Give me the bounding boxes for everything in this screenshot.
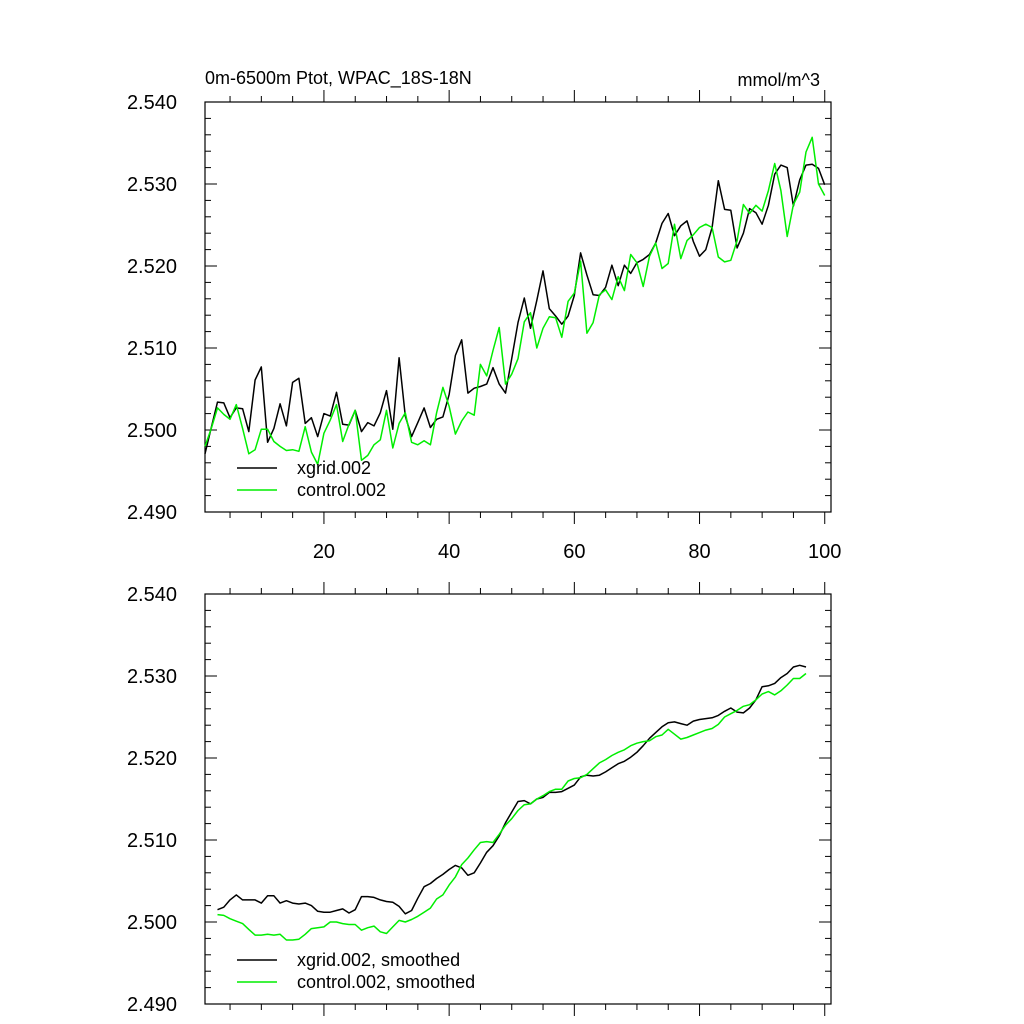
- legend-label: control.002: [297, 480, 386, 500]
- y-tick-label: 2.490: [127, 994, 177, 1016]
- axis-ticks: [205, 582, 831, 1016]
- y-tick-label: 2.530: [127, 174, 177, 196]
- y-tick-label: 2.540: [127, 584, 177, 606]
- x-tick-label: 40: [438, 541, 460, 563]
- x-tick-label: 60: [563, 541, 585, 563]
- series-lines: [217, 664, 807, 941]
- chart-title: 0m-6500m Ptot, WPAC_18S-18N: [205, 68, 472, 89]
- y-tick-label: 2.530: [127, 666, 177, 688]
- y-tick-label: 2.490: [127, 502, 177, 524]
- legend-label: control.002, smoothed: [297, 972, 475, 992]
- series-line-control: [217, 672, 807, 941]
- y-tick-label: 2.540: [127, 92, 177, 114]
- y-tick-label: 2.500: [127, 420, 177, 442]
- y-tick-label: 2.510: [127, 338, 177, 360]
- series-line-xgrid: [204, 163, 826, 454]
- y-tick-label: 2.520: [127, 748, 177, 770]
- series-line-control: [204, 136, 826, 466]
- legend-label: xgrid.002, smoothed: [297, 950, 460, 970]
- series-lines: [204, 136, 826, 466]
- y-tick-label: 2.520: [127, 256, 177, 278]
- top-panel: 2.490 2.500 2.510 2.520 2.530 2.540 20 40 60 80 1…: [127, 68, 841, 563]
- x-tick-label: 80: [688, 541, 710, 563]
- plot-frame: [204, 101, 832, 513]
- x-tick-label: 20: [313, 541, 335, 563]
- y-tick-labels: 2.490 2.500 2.510 2.520 2.530 2.540: [127, 584, 177, 1016]
- units-label: mmol/m^3: [738, 70, 820, 90]
- x-tick-labels: 20 40 60 80 100: [313, 541, 842, 563]
- legend-label: xgrid.002: [297, 458, 371, 478]
- y-tick-label: 2.500: [127, 912, 177, 934]
- y-tick-labels: 2.490 2.500 2.510 2.520 2.530 2.540: [127, 92, 177, 524]
- bottom-panel: 2.490 2.500 2.510 2.520 2.530 2.540 xgrid.002…: [127, 582, 832, 1016]
- series-line-xgrid: [217, 664, 807, 915]
- y-tick-label: 2.510: [127, 830, 177, 852]
- x-tick-label: 100: [808, 541, 841, 563]
- axis-ticks: [205, 90, 831, 524]
- plot-frame: [204, 593, 832, 1005]
